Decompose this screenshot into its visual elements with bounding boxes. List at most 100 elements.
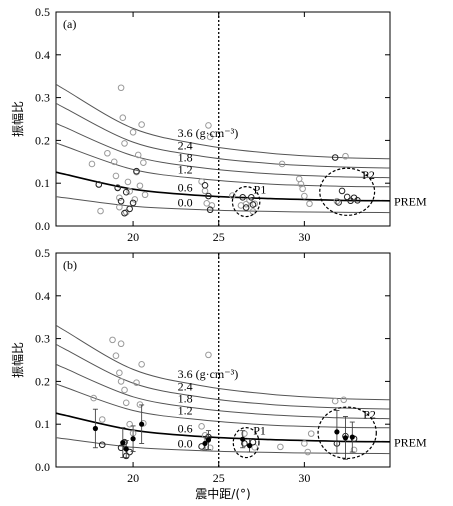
panel-b-gray-point — [205, 351, 212, 359]
panel-a-gray-point — [124, 178, 132, 186]
panel-b-dark-point — [117, 444, 125, 452]
panel-a-gray-point — [278, 160, 286, 168]
panel-a-gray-point — [131, 196, 139, 203]
panel-b-group-ellipse — [317, 406, 377, 460]
panel-a-density-curve — [56, 102, 390, 169]
panel-a-density-curve — [56, 196, 390, 214]
panel-a-curve-label: 0.0 — [178, 196, 193, 210]
panel-b-mean-point — [123, 446, 129, 452]
panel-a-group-label: P1 — [254, 182, 267, 196]
panel-b-mean-point — [342, 435, 349, 441]
panel-a-gray-point — [119, 114, 127, 122]
panel-b-mean-point — [246, 443, 253, 449]
panel-a-y-tick-label: 0.5 — [35, 5, 50, 19]
panel-b-density-curve — [56, 382, 390, 429]
panel-a-gray-point — [136, 182, 144, 190]
panel-a-gray-point — [201, 187, 209, 195]
panel-b-gray-point — [350, 446, 358, 454]
panel-a-gray-point — [110, 158, 118, 166]
panel-a-gray-point — [88, 160, 96, 168]
panel-a-gray-point — [117, 84, 125, 92]
panel-a-curve-label: 0.6 — [178, 180, 193, 194]
panel-a-dark-point — [201, 182, 209, 189]
panel-a-dark-point — [242, 204, 250, 211]
panel-b-gray-point — [133, 379, 140, 386]
panel-b-gray-point — [122, 399, 130, 407]
panel-a-dark-point — [133, 167, 140, 175]
panel-b-gray-point — [198, 423, 205, 430]
panel-b-mean-point — [205, 437, 212, 443]
panel-a-dark-point — [126, 205, 133, 213]
panel-a-gray-point — [138, 121, 145, 128]
panel-b-group-ellipse — [232, 427, 260, 459]
panel-a-gray-point — [121, 140, 128, 147]
panel-b-y-axis-label: 振幅比 — [10, 342, 25, 378]
panel-b-y-tick-label: 0.1 — [35, 417, 50, 431]
panel-a-curve-label: 1.8 — [178, 151, 193, 165]
panel-a-x-tick-label: 30 — [298, 230, 310, 244]
panel-b-curve-label: 1.8 — [178, 392, 193, 406]
panel-a-dark-point — [129, 199, 137, 207]
panel-b-gray-point — [117, 378, 125, 385]
panel-a-gray-point — [242, 200, 250, 208]
panel-b-y-tick-label: 0.2 — [35, 374, 50, 388]
panel-a-gray-point — [97, 207, 104, 215]
panel-b-gray-point — [90, 394, 97, 402]
panel-b-dark-point — [198, 443, 205, 450]
panel-a-y-tick-label: 0.1 — [35, 176, 50, 190]
panel-a-gray-point — [140, 159, 147, 166]
panel-a-curve-label: 3.6 (g·cm⁻³) — [178, 126, 239, 140]
panel-b-gray-point — [109, 336, 116, 344]
panel-b-mean-point — [349, 434, 355, 440]
panel-a-dark-point — [335, 199, 342, 206]
panel-b-curve-label: 0.6 — [178, 421, 193, 435]
panel-b-mean-point — [240, 436, 246, 442]
panel-b-curve-label: 2.4 — [178, 379, 193, 393]
panel-b-y-tick-label: 0.0 — [35, 460, 50, 474]
panel-b-gray-point — [304, 448, 312, 456]
panel-a-dark-point — [206, 206, 214, 214]
panel-a-density-curve — [56, 83, 390, 160]
panel-a-dark-point — [343, 193, 351, 201]
panel-b-mean-point — [139, 421, 145, 427]
panel-b-gray-point — [126, 420, 133, 428]
panel-b-gray-point — [138, 360, 145, 368]
panel-b-prem-label: PREM — [394, 436, 427, 450]
panel-b-tag: (b) — [63, 258, 77, 272]
panel-a-y-tick-label: 0.4 — [35, 48, 50, 62]
panel-a-group-ellipse — [319, 167, 376, 216]
panel-a-gray-point — [301, 192, 308, 200]
panel-a-density-curve — [56, 141, 390, 188]
panel-b-y-tick-label: 0.5 — [35, 246, 50, 260]
panel-a-gray-point — [198, 178, 205, 185]
panel-b-group-label: P2 — [363, 408, 376, 422]
panel-a-dark-point — [122, 188, 130, 196]
panel-a-y-tick-label: 0.0 — [35, 219, 50, 233]
panel-b-gray-point — [98, 416, 106, 423]
panel-a-dark-point — [249, 201, 257, 208]
panel-b-gray-point — [206, 444, 214, 452]
panel-b-gray-point — [121, 386, 128, 394]
panel-a-x-tick-label: 25 — [213, 230, 225, 244]
panel-a-curve-label: 2.4 — [178, 138, 193, 152]
panel-a-curve-label: 1.2 — [178, 163, 193, 177]
panel-a-gray-point — [129, 128, 137, 136]
panel-a-dark-point — [117, 197, 125, 205]
panel-a-group-label: P2 — [362, 168, 375, 182]
panel-a-y-axis-label: 振幅比 — [10, 101, 25, 137]
panel-a-group-ellipse — [231, 186, 261, 218]
panel-a-x-tick-label: 20 — [127, 230, 139, 244]
panel-a-density-curve — [56, 122, 390, 179]
panel-b: P1 P2 3.6 (g·cm⁻³)2.41.81.2 0.6 0.0 PREM 0.0 0… — [10, 246, 427, 485]
panel-a-density-curve — [56, 171, 390, 202]
panel-a-gray-point — [333, 197, 341, 205]
panel-b-curve-label: 1.2 — [178, 404, 193, 418]
panel-b-density-curve — [56, 363, 390, 420]
panel-a-gray-point — [104, 149, 111, 157]
panel-b-curve-label: 3.6 (g·cm⁻³) — [178, 367, 239, 381]
panel-a-dark-point — [95, 181, 103, 188]
panel-a-tag: (a) — [63, 17, 76, 31]
panel-a-gray-point — [116, 203, 123, 211]
panel-a-frame — [55, 11, 391, 227]
